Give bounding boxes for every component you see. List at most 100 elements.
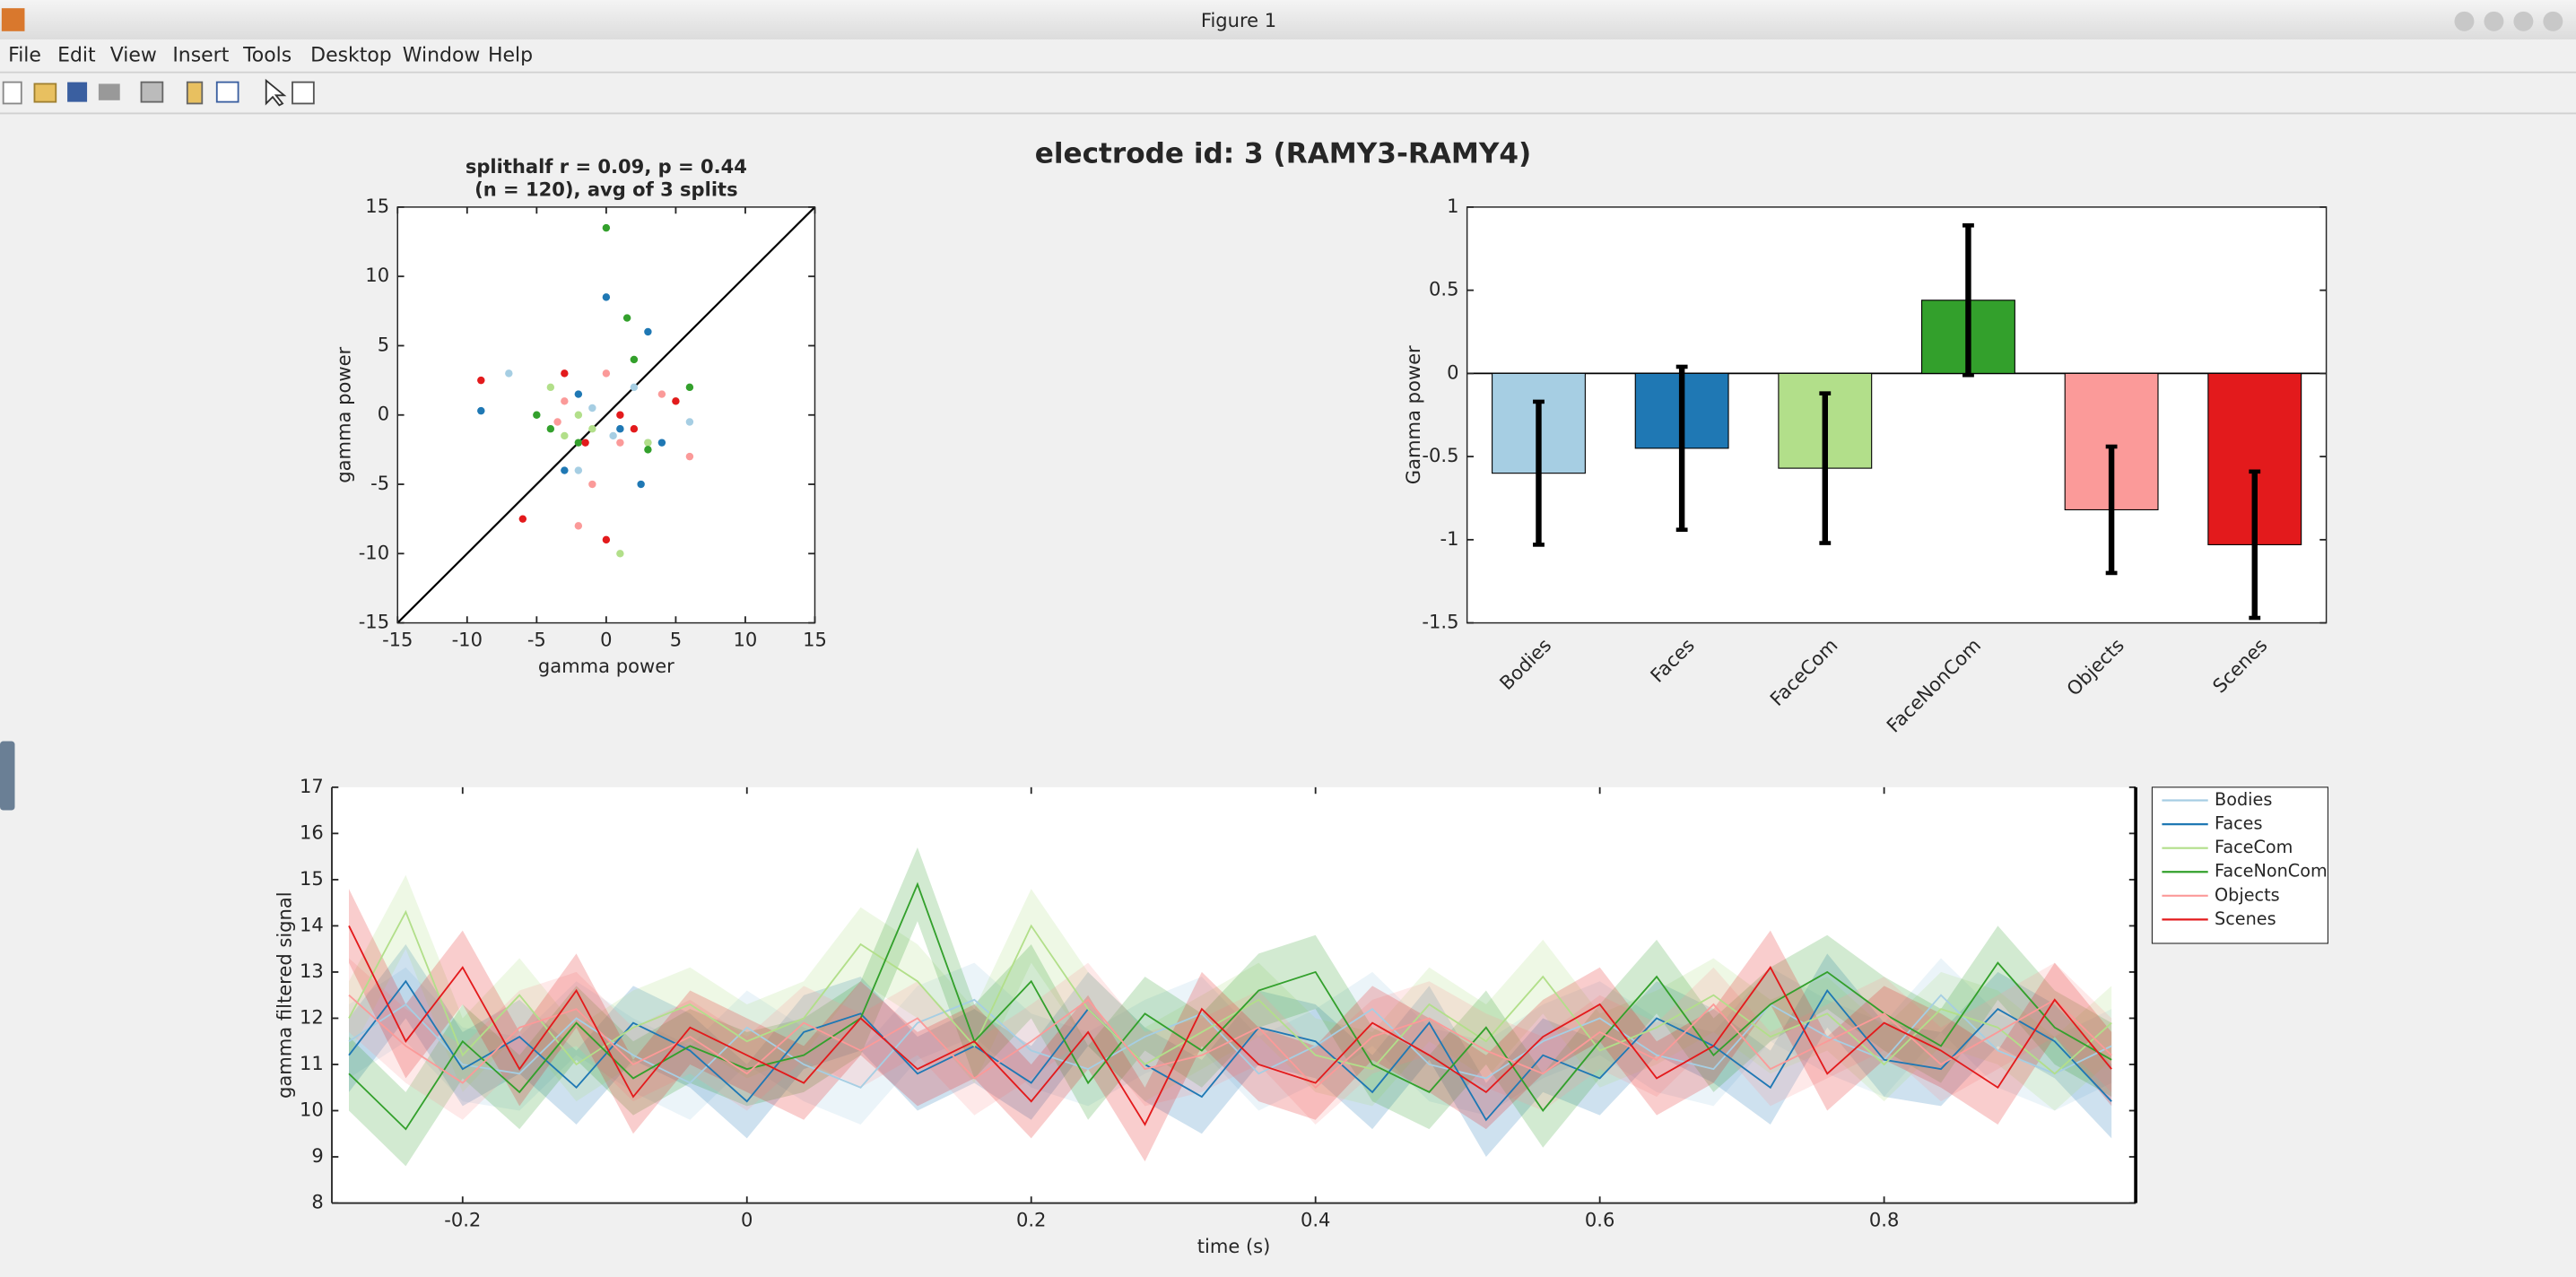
scatter-point bbox=[622, 314, 631, 322]
tool-legend[interactable] bbox=[215, 81, 239, 103]
scatter-point bbox=[609, 431, 617, 440]
error-band bbox=[349, 889, 2112, 1162]
axes-box bbox=[396, 206, 816, 624]
scatter-point bbox=[685, 383, 694, 392]
scatter-point bbox=[616, 439, 624, 447]
tool-new[interactable] bbox=[2, 81, 22, 105]
scatter-point bbox=[588, 424, 596, 433]
scatter-point bbox=[574, 466, 583, 474]
y-tick-label: 9 bbox=[311, 1144, 323, 1167]
y-tick-label: 11 bbox=[300, 1052, 324, 1074]
scatter-point bbox=[561, 397, 569, 405]
scatter-point bbox=[574, 522, 583, 530]
scatter-point bbox=[644, 439, 652, 447]
bar bbox=[2207, 372, 2302, 545]
scatter-point bbox=[602, 369, 611, 378]
tool-link[interactable] bbox=[140, 81, 164, 103]
scatter-point bbox=[602, 535, 611, 544]
axes-background bbox=[331, 786, 2137, 1203]
tool-save[interactable] bbox=[67, 82, 88, 102]
x-tick-label: 10 bbox=[734, 629, 758, 651]
tool-open[interactable] bbox=[33, 83, 57, 103]
y-tick-label: 16 bbox=[300, 821, 324, 843]
control-maximize[interactable] bbox=[2513, 11, 2534, 31]
y-tick-label: 15 bbox=[300, 867, 324, 890]
scatter-point bbox=[644, 327, 652, 336]
x-tick-label: 15 bbox=[803, 629, 827, 651]
x-tick-label: 0.2 bbox=[1016, 1209, 1046, 1231]
y-tick-label: 8 bbox=[311, 1191, 323, 1213]
x-tick-label: -0.2 bbox=[444, 1209, 481, 1231]
x-tick-label: -15 bbox=[382, 629, 413, 651]
series-line bbox=[348, 979, 2112, 1122]
scatter-point bbox=[616, 411, 624, 419]
menu-item[interactable]: Tools bbox=[242, 44, 292, 66]
series-line bbox=[348, 882, 2112, 1131]
scatter-point bbox=[546, 383, 555, 392]
scatter-point bbox=[588, 404, 596, 413]
y-tick-label: -1 bbox=[1440, 527, 1458, 550]
y-tick-label: 10 bbox=[365, 264, 389, 286]
x-tick-label: 0 bbox=[741, 1209, 753, 1231]
scatter-point bbox=[581, 439, 589, 447]
tool-property[interactable] bbox=[292, 81, 315, 105]
scatter-point bbox=[685, 418, 694, 426]
y-tick-label: 12 bbox=[300, 1005, 324, 1028]
legend-label: Objects bbox=[2215, 884, 2280, 905]
x-axis-label: gamma power bbox=[538, 655, 674, 677]
y-tick-label: 0 bbox=[1447, 361, 1458, 383]
axes-background bbox=[1466, 206, 2327, 623]
y-tick-label: 5 bbox=[378, 333, 389, 355]
scatter-point bbox=[588, 480, 596, 489]
scatter-point bbox=[644, 446, 652, 454]
scatter-point bbox=[574, 390, 583, 398]
scatter-point bbox=[561, 431, 569, 440]
plot-area bbox=[348, 847, 2112, 1167]
menu-bar: File Edit View Insert Tools Desktop Window Help bbox=[8, 44, 533, 66]
menu-item[interactable]: Insert bbox=[172, 44, 229, 66]
axes-box bbox=[1466, 206, 2328, 624]
scatter-point bbox=[630, 383, 639, 392]
plot-area bbox=[396, 206, 816, 624]
scatter-point bbox=[546, 424, 555, 433]
menu-item[interactable]: Help bbox=[488, 44, 533, 66]
scatter-point bbox=[657, 439, 666, 447]
scatter-point bbox=[553, 418, 561, 426]
x-tick-label: 0.4 bbox=[1301, 1209, 1330, 1231]
error-band bbox=[349, 847, 2112, 1167]
x-tick-label: 0 bbox=[600, 629, 612, 651]
menu-item[interactable]: File bbox=[8, 44, 41, 66]
window-title: Figure 1 bbox=[1201, 9, 1276, 31]
scatter-point bbox=[574, 411, 583, 419]
scatter-point bbox=[630, 355, 639, 364]
scatter-point bbox=[685, 452, 694, 461]
side-tab[interactable] bbox=[0, 741, 15, 811]
menu-item[interactable]: View bbox=[110, 44, 157, 66]
scatter-point bbox=[477, 406, 485, 415]
tool-print[interactable] bbox=[98, 83, 120, 100]
scatter-point bbox=[602, 293, 611, 301]
menu-item[interactable]: Window bbox=[403, 44, 481, 66]
scatter-point bbox=[616, 550, 624, 558]
chart-title: splithalf r = 0.09, p = 0.44 bbox=[466, 155, 747, 178]
error-band bbox=[349, 874, 2112, 1111]
menu-item[interactable]: Edit bbox=[57, 44, 96, 66]
y-tick-label: -5 bbox=[370, 472, 389, 494]
scatter-point bbox=[574, 439, 583, 447]
x-tick-label: 0.6 bbox=[1585, 1209, 1614, 1231]
control-minimize[interactable] bbox=[2484, 11, 2504, 31]
app-icon bbox=[1, 8, 25, 31]
menu-item[interactable]: Desktop bbox=[310, 44, 392, 66]
suptitle: electrode id: 3 (RAMY3-RAMY4) bbox=[1035, 137, 1532, 169]
control-up[interactable] bbox=[2454, 11, 2475, 31]
window-controls[interactable] bbox=[2454, 11, 2563, 31]
tool-colorbar[interactable] bbox=[186, 81, 204, 105]
scatter-point bbox=[602, 223, 611, 232]
y-axis-label: gamma filtered signal bbox=[274, 891, 296, 1099]
y-tick-label: 17 bbox=[300, 775, 324, 797]
scatter-point bbox=[518, 515, 527, 523]
control-close[interactable] bbox=[2543, 11, 2563, 31]
tool-pointer[interactable] bbox=[265, 78, 287, 107]
